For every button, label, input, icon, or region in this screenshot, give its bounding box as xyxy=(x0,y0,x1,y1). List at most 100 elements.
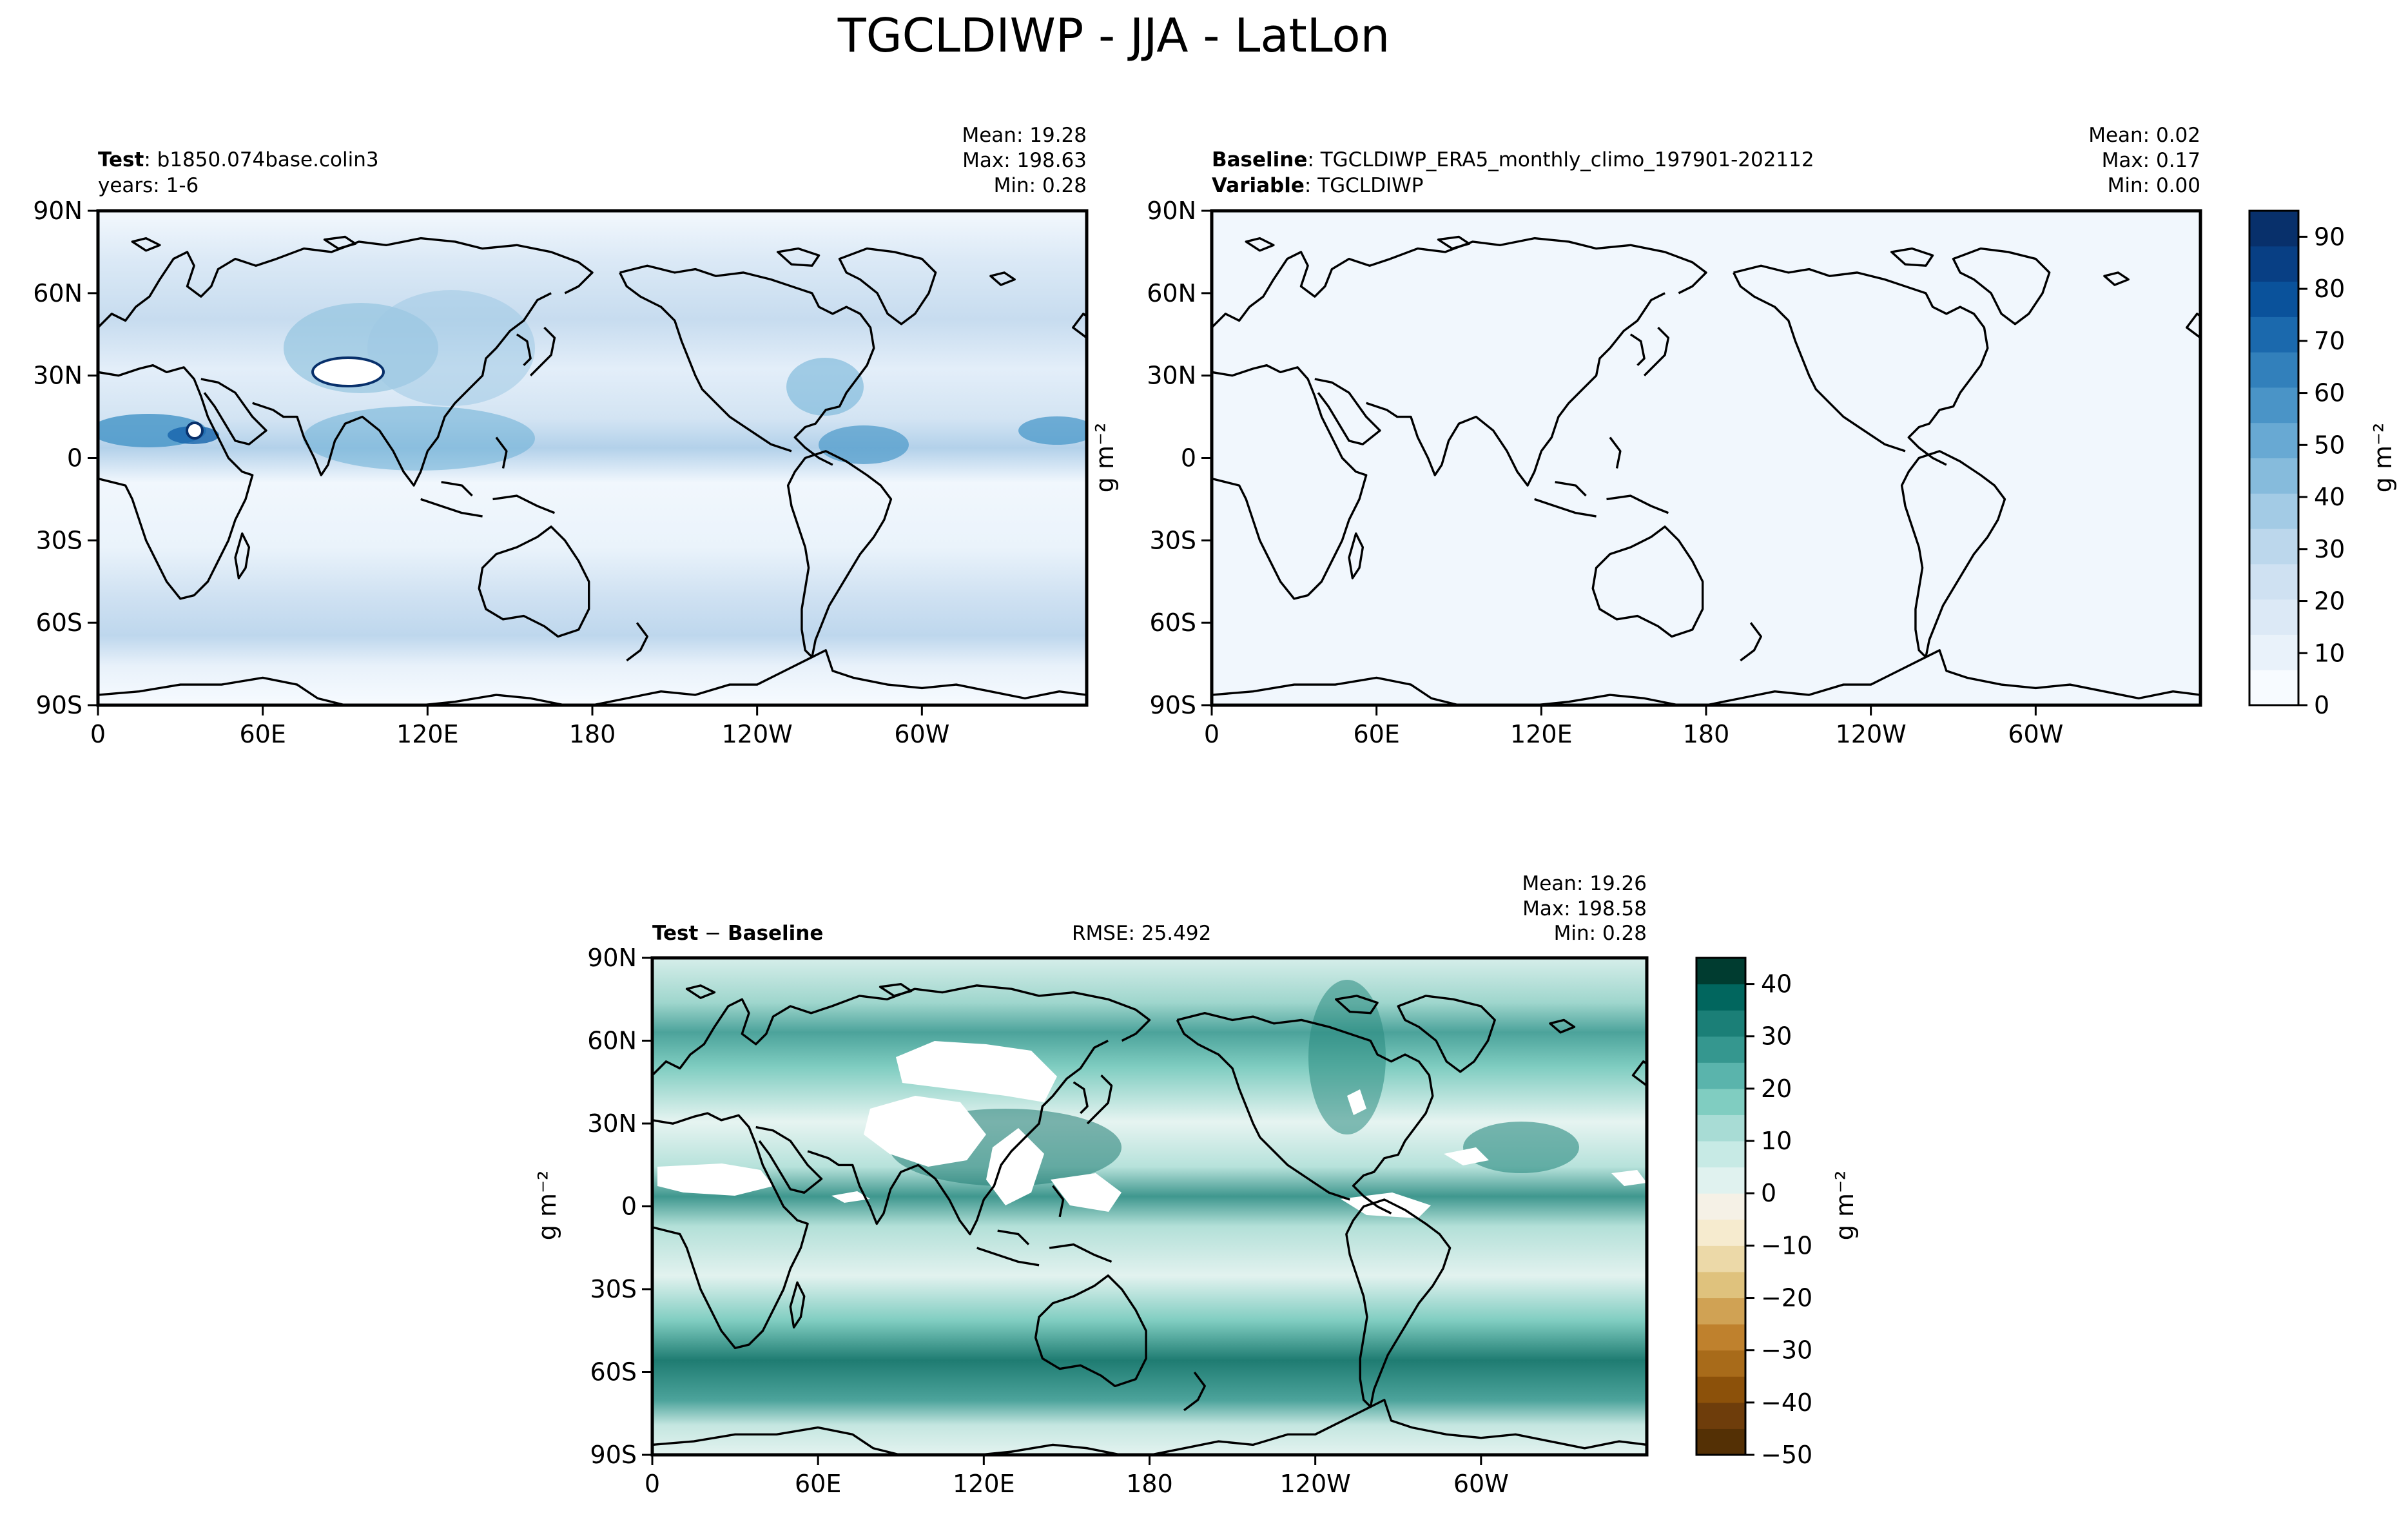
colorbar-diff-cell-16 xyxy=(1696,1010,1745,1037)
colorbar-top-tick-label-1: 10 xyxy=(2314,639,2345,667)
diff-ytick-label-0: 90N xyxy=(587,944,637,972)
baseline-label-text: TGCLDIWP_ERA5_monthly_climo_197901-20211… xyxy=(1320,148,1814,171)
colorbar-diff-cell-10 xyxy=(1696,1167,1745,1194)
colorbar-top-tick-label-5: 50 xyxy=(2314,431,2345,459)
test-ytick-label-3: 0 xyxy=(67,444,83,472)
baseline-xtick-label-4: 120W xyxy=(1836,720,1907,748)
baseline-label-bold: Baseline xyxy=(1212,148,1307,171)
colorbar-top-tick-label-3: 30 xyxy=(2314,535,2345,563)
test-mean: Mean: 19.28 xyxy=(962,124,1087,147)
colorbar-top-tick-label-8: 80 xyxy=(2314,275,2345,303)
test-xtick-label-0: 0 xyxy=(90,720,106,748)
baseline-variable-bold: Variable xyxy=(1212,174,1305,197)
test-xtick-label-2: 120E xyxy=(396,720,459,748)
diff-ytick-label-2: 30N xyxy=(587,1109,637,1138)
colorbar-diff-cell-17 xyxy=(1696,984,1745,1011)
test-panel: 0 60E 120E 180 120W 60W 90N 60N 30N 0 30S 60S 90S Te… xyxy=(33,124,1089,748)
colorbar-diff-cell-2 xyxy=(1696,1376,1745,1403)
colorbar-diff-cell-8 xyxy=(1696,1219,1745,1246)
diff-xtick-label-4: 120W xyxy=(1280,1470,1351,1498)
baseline-mean: Mean: 0.02 xyxy=(2088,124,2200,147)
colorbar-diff-tick-label-6: −20 xyxy=(1761,1284,1812,1312)
diff-rmse: RMSE: 25.492 xyxy=(1072,922,1211,945)
diff-ytick-label-4: 30S xyxy=(590,1275,637,1303)
diff-field xyxy=(652,958,1647,1455)
colorbar-diff-cell-0 xyxy=(1696,1428,1745,1455)
baseline-xtick-label-5: 60W xyxy=(2008,720,2063,748)
baseline-ytick-label-2: 30N xyxy=(1147,362,1196,390)
baseline-ytick-label-5: 60S xyxy=(1150,608,1196,637)
figure-title: TGCLDIWP - JJA - LatLon xyxy=(837,8,1390,63)
colorbar-top-cell-12 xyxy=(2249,246,2298,282)
test-xtick-label-1: 60E xyxy=(239,720,286,748)
colorbar-top-cell-11 xyxy=(2249,281,2298,317)
colorbar-diff-tick-label-4: 0 xyxy=(1761,1179,1776,1207)
colorbar-top-cell-10 xyxy=(2249,316,2298,353)
svg-text:Variable: TGCLDIWP: Variable: TGCLDIWP xyxy=(1212,174,1423,197)
diff-xtick-label-5: 60W xyxy=(1453,1470,1509,1498)
colorbar-top-cell-9 xyxy=(2249,352,2298,388)
diff-ytick-label-3: 0 xyxy=(621,1192,637,1221)
baseline-field xyxy=(1212,211,2200,705)
diff-ytick-label-5: 60S xyxy=(590,1358,637,1387)
colorbar-diff-cell-13 xyxy=(1696,1088,1745,1115)
colorbar-top-tick-label-6: 60 xyxy=(2314,379,2345,407)
test-years: years: 1-6 xyxy=(98,174,199,197)
diff-xtick-label-3: 180 xyxy=(1126,1470,1173,1498)
baseline-xtick-label-1: 60E xyxy=(1353,720,1399,748)
diff-min: Min: 0.28 xyxy=(1554,922,1647,945)
diff-label-baseline: Baseline xyxy=(728,922,823,945)
test-ytick-label-1: 60N xyxy=(33,279,83,307)
colorbar-diff-tick-label-0: 40 xyxy=(1761,970,1792,998)
colorbar-diff-cell-3 xyxy=(1696,1350,1745,1377)
colorbar-top-cell-8 xyxy=(2249,387,2298,423)
colorbar-diff-cell-14 xyxy=(1696,1062,1745,1089)
colorbar-top-cell-5 xyxy=(2249,493,2298,529)
diff-xtick-label-1: 60E xyxy=(795,1470,841,1498)
diff-side-unit: g m⁻² xyxy=(533,1171,561,1241)
colorbar-diff-tick-label-7: −30 xyxy=(1761,1336,1812,1365)
baseline-ytick-label-0: 90N xyxy=(1147,197,1196,225)
colorbar-diff-tick-label-9: −50 xyxy=(1761,1441,1812,1469)
baseline-ytick-label-1: 60N xyxy=(1147,279,1196,307)
colorbar-top-cell-0 xyxy=(2249,670,2298,706)
diff-max: Max: 198.58 xyxy=(1522,897,1647,920)
colorbar-top-cell-13 xyxy=(2249,211,2298,247)
colorbar-top-cell-6 xyxy=(2249,458,2298,494)
colorbar-diff: 40 30 20 10 0 −10 −20 −30 −40 −50 g m⁻² xyxy=(1695,957,1859,1469)
diff-ytick-label-1: 60N xyxy=(587,1027,637,1055)
baseline-max: Max: 0.17 xyxy=(2102,149,2200,172)
colorbar-top-tick-label-7: 70 xyxy=(2314,327,2345,355)
baseline-xtick-label-3: 180 xyxy=(1683,720,1730,748)
diff-xtick-label-2: 120E xyxy=(953,1470,1015,1498)
diff-mean: Mean: 19.26 xyxy=(1522,872,1647,895)
baseline-xtick-label-0: 0 xyxy=(1204,720,1219,748)
colorbar-top-cell-2 xyxy=(2249,599,2298,635)
baseline-panel: 0 60E 120E 180 120W 60W 90N 60N 30N 0 30S 60S 90S Ba… xyxy=(1147,124,2202,748)
test-max: Max: 198.63 xyxy=(962,149,1087,172)
colorbar-diff-cell-7 xyxy=(1696,1245,1745,1272)
colorbar-diff-tick-label-8: −40 xyxy=(1761,1388,1812,1417)
colorbar-diff-tick-label-5: −10 xyxy=(1761,1231,1812,1260)
baseline-ytick-label-4: 30S xyxy=(1150,526,1196,554)
colorbar-diff-cell-12 xyxy=(1696,1114,1745,1142)
test-ytick-label-0: 90N xyxy=(33,197,83,225)
test-field xyxy=(98,211,1087,705)
svg-text:Test: b1850.074base.colin3: Test: b1850.074base.colin3 xyxy=(98,148,379,171)
colorbar-diff-cell-18 xyxy=(1696,958,1745,985)
test-xtick-label-5: 60W xyxy=(894,720,949,748)
colorbar-diff-cell-6 xyxy=(1696,1271,1745,1299)
colorbar-diff-unit: g m⁻² xyxy=(1830,1171,1859,1241)
colorbar-top-cell-1 xyxy=(2249,634,2298,670)
test-ytick-label-6: 90S xyxy=(36,691,83,719)
colorbar-top-cell-7 xyxy=(2249,422,2298,458)
diff-label-minus: − xyxy=(698,922,728,945)
colorbar-top-tick-label-9: 90 xyxy=(2314,222,2345,251)
diff-label-test: Test xyxy=(652,922,699,945)
test-xtick-label-3: 180 xyxy=(569,720,616,748)
colorbar-diff-tick-label-1: 30 xyxy=(1761,1022,1792,1051)
diff-xtick-label-0: 0 xyxy=(645,1470,660,1498)
colorbar-top: 0 10 20 30 40 50 60 70 80 90 g m⁻² xyxy=(2248,209,2397,719)
test-xtick-label-4: 120W xyxy=(722,720,793,748)
